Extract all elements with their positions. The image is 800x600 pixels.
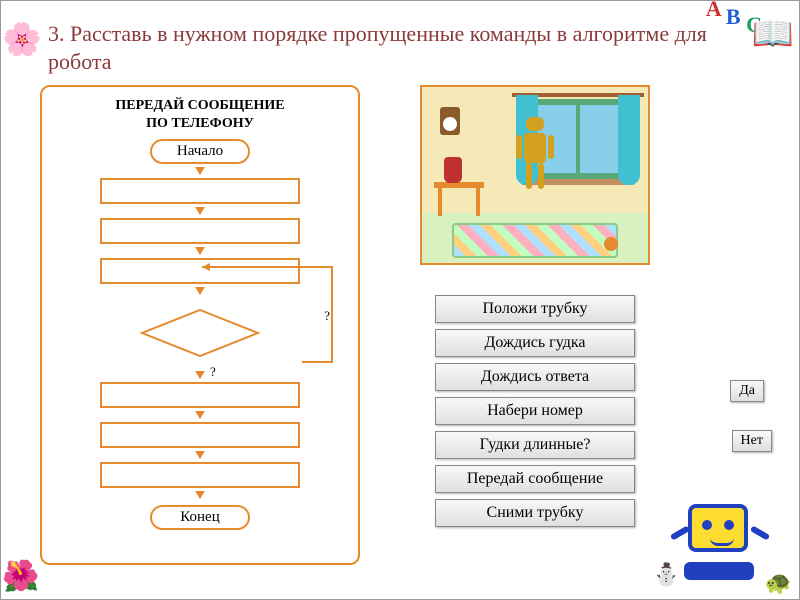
computer-character [680, 500, 760, 580]
arrow-icon [195, 411, 205, 419]
arrow-icon [195, 247, 205, 255]
command-list: Положи трубку Дождись гудка Дождись отве… [435, 295, 635, 527]
robot-scene [420, 85, 650, 265]
command-item[interactable]: Положи трубку [435, 295, 635, 323]
arrow-icon [195, 207, 205, 215]
command-item[interactable]: Передай сообщение [435, 465, 635, 493]
empty-step-2[interactable] [100, 218, 300, 244]
arrow-icon [195, 287, 205, 295]
letter-b: B [726, 4, 741, 29]
arrow-icon [195, 371, 205, 379]
end-terminal: Конец [150, 505, 250, 530]
command-item[interactable]: Дождись ответа [435, 363, 635, 391]
no-button[interactable]: Нет [732, 430, 772, 452]
yes-button[interactable]: Да [730, 380, 764, 402]
flower2-icon: 🌺 [2, 559, 39, 594]
letter-a: A [706, 0, 721, 21]
empty-step-5[interactable] [100, 422, 300, 448]
empty-step-6[interactable] [100, 462, 300, 488]
flowchart-panel: ПЕРЕДАЙ СООБЩЕНИЕ ПО ТЕЛЕФОНУ Начало ? ? [40, 85, 360, 565]
command-item[interactable]: Сними трубку [435, 499, 635, 527]
snowman-icon: ⛄ [653, 562, 680, 588]
header-line2: ПО ТЕЛЕФОНУ [52, 115, 348, 133]
decision-diamond[interactable]: ? ? [100, 298, 300, 368]
empty-step-4[interactable] [100, 382, 300, 408]
question-mark-right: ? [324, 308, 330, 324]
arrow-icon [195, 167, 205, 175]
start-terminal: Начало [150, 139, 250, 164]
empty-step-3[interactable] [100, 258, 300, 284]
flower-icon: 🌸 [2, 20, 42, 58]
empty-step-1[interactable] [100, 178, 300, 204]
flowchart-header: ПЕРЕДАЙ СООБЩЕНИЕ ПО ТЕЛЕФОНУ [52, 97, 348, 133]
command-item[interactable]: Гудки длинные? [435, 431, 635, 459]
turtle-icon: 🐢 [765, 570, 792, 596]
task-title: 3. Расставь в нужном порядке пропущенные… [0, 0, 800, 85]
command-item[interactable]: Набери номер [435, 397, 635, 425]
header-line1: ПЕРЕДАЙ СООБЩЕНИЕ [52, 97, 348, 115]
command-item[interactable]: Дождись гудка [435, 329, 635, 357]
arrow-icon [195, 451, 205, 459]
question-mark-bottom: ? [210, 364, 216, 380]
robot-icon [524, 117, 546, 163]
book-icon: 📖 [752, 14, 794, 54]
arrow-icon [195, 491, 205, 499]
